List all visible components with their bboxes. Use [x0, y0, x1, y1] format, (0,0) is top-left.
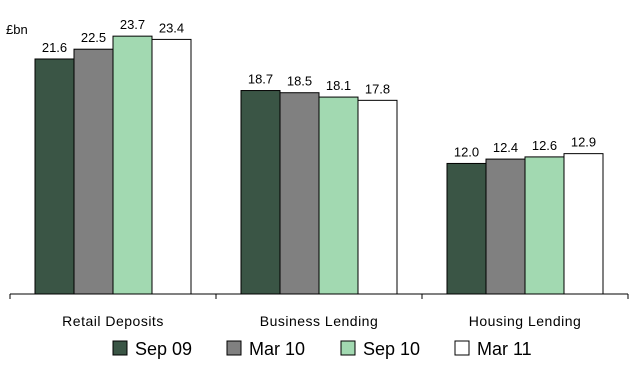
data-label: 12.0: [454, 144, 479, 159]
bar: [446, 162, 487, 295]
legend-label: Sep 09: [135, 339, 192, 359]
data-label: 12.4: [493, 140, 518, 155]
plot-area: 21.6 22.5 23.7 23.4 Retail Deposits 18.7 18.5 1…: [9, 17, 629, 329]
data-label: 22.5: [81, 30, 106, 45]
data-label: 23.4: [159, 20, 184, 35]
legend-label: Mar 10: [249, 339, 305, 359]
bar: [151, 38, 192, 295]
legend-swatch: [340, 340, 356, 356]
bar: [485, 158, 526, 295]
bar: [240, 90, 281, 295]
bar: [34, 58, 75, 295]
data-label: 18.5: [287, 74, 312, 89]
data-label: 21.6: [42, 40, 67, 55]
legend: Sep 09 Mar 10 Sep 10 Mar 11: [112, 339, 532, 359]
legend-swatch: [454, 340, 470, 356]
legend-label: Mar 11: [477, 339, 532, 359]
category-label: Retail Deposits: [62, 313, 164, 329]
legend-label: Sep 10: [363, 339, 420, 359]
category-label: Business Lending: [260, 313, 379, 329]
data-label: 18.1: [326, 78, 351, 93]
legend-swatch: [112, 340, 128, 356]
bar: [73, 48, 114, 295]
data-label: 18.7: [248, 72, 273, 87]
category-label: Housing Lending: [469, 313, 582, 329]
data-label: 12.6: [532, 138, 557, 153]
bar: [524, 156, 565, 295]
data-label: 17.8: [365, 81, 390, 96]
bar: [357, 99, 398, 295]
bar: [279, 92, 320, 295]
bar: [563, 153, 604, 295]
data-label: 23.7: [120, 17, 145, 32]
bar: [318, 96, 359, 295]
bar: [112, 35, 153, 295]
y-unit-label: £bn: [6, 22, 28, 37]
data-label: 12.9: [571, 135, 596, 150]
legend-swatch: [226, 340, 242, 356]
